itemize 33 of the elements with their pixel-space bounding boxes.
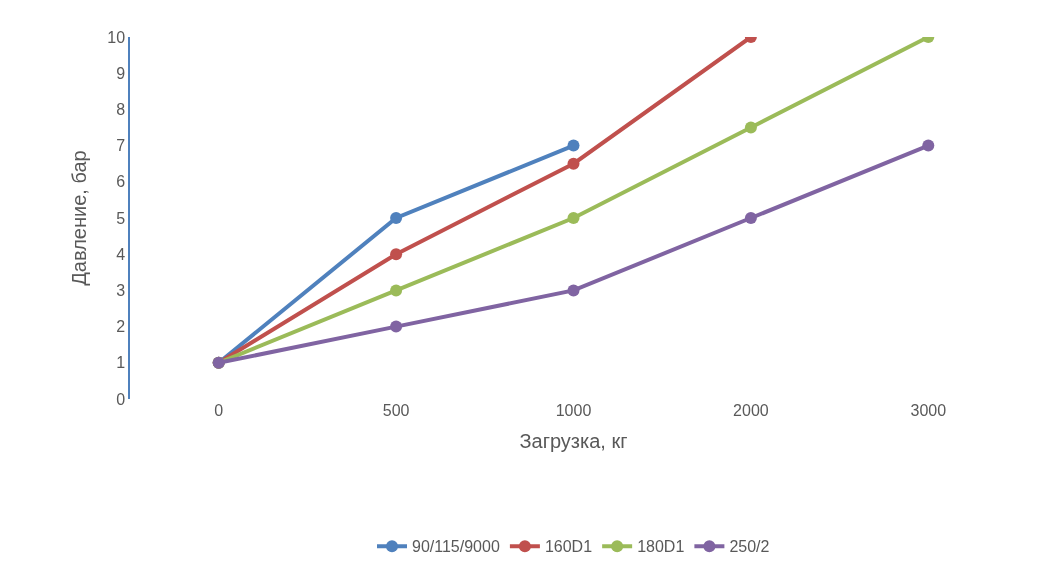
point [744, 121, 757, 134]
x-axis-title: Загрузка, кг [519, 429, 628, 452]
legend-label: 250/2 [729, 538, 770, 556]
point [567, 157, 580, 170]
x-tick-label: 2000 [733, 402, 769, 419]
point [390, 320, 403, 333]
y-tick-label: 9 [116, 64, 126, 82]
point [390, 212, 403, 224]
legend-label: 180D1 [637, 538, 685, 556]
y-tick-label: 3 [116, 282, 126, 299]
legend-label: 160D1 [544, 538, 593, 556]
y-tick-label: 1 [116, 354, 126, 372]
y-tick-label: 2 [116, 318, 126, 336]
legend-label: 90/115/9000 [412, 538, 500, 556]
y-tick-label: 0 [116, 390, 126, 408]
x-tick-label: 1000 [555, 402, 592, 419]
y-tick-label: 4 [116, 245, 126, 263]
x-tick-label: 500 [382, 402, 410, 419]
y-tick-label: 10 [107, 28, 126, 46]
point [744, 212, 757, 224]
point [390, 284, 403, 297]
y-tick-label: 5 [116, 209, 126, 227]
point [922, 139, 935, 152]
x-tick-label: 3000 [910, 402, 947, 419]
point [567, 284, 580, 297]
point [567, 212, 580, 224]
y-tick-label: 8 [116, 101, 126, 118]
x-tick-label: 0 [214, 402, 224, 419]
point [567, 139, 580, 152]
point [390, 248, 403, 261]
y-tick-label: 6 [116, 173, 126, 191]
y-axis-title: Давление, бар [68, 150, 91, 286]
y-tick-label: 7 [116, 137, 126, 155]
